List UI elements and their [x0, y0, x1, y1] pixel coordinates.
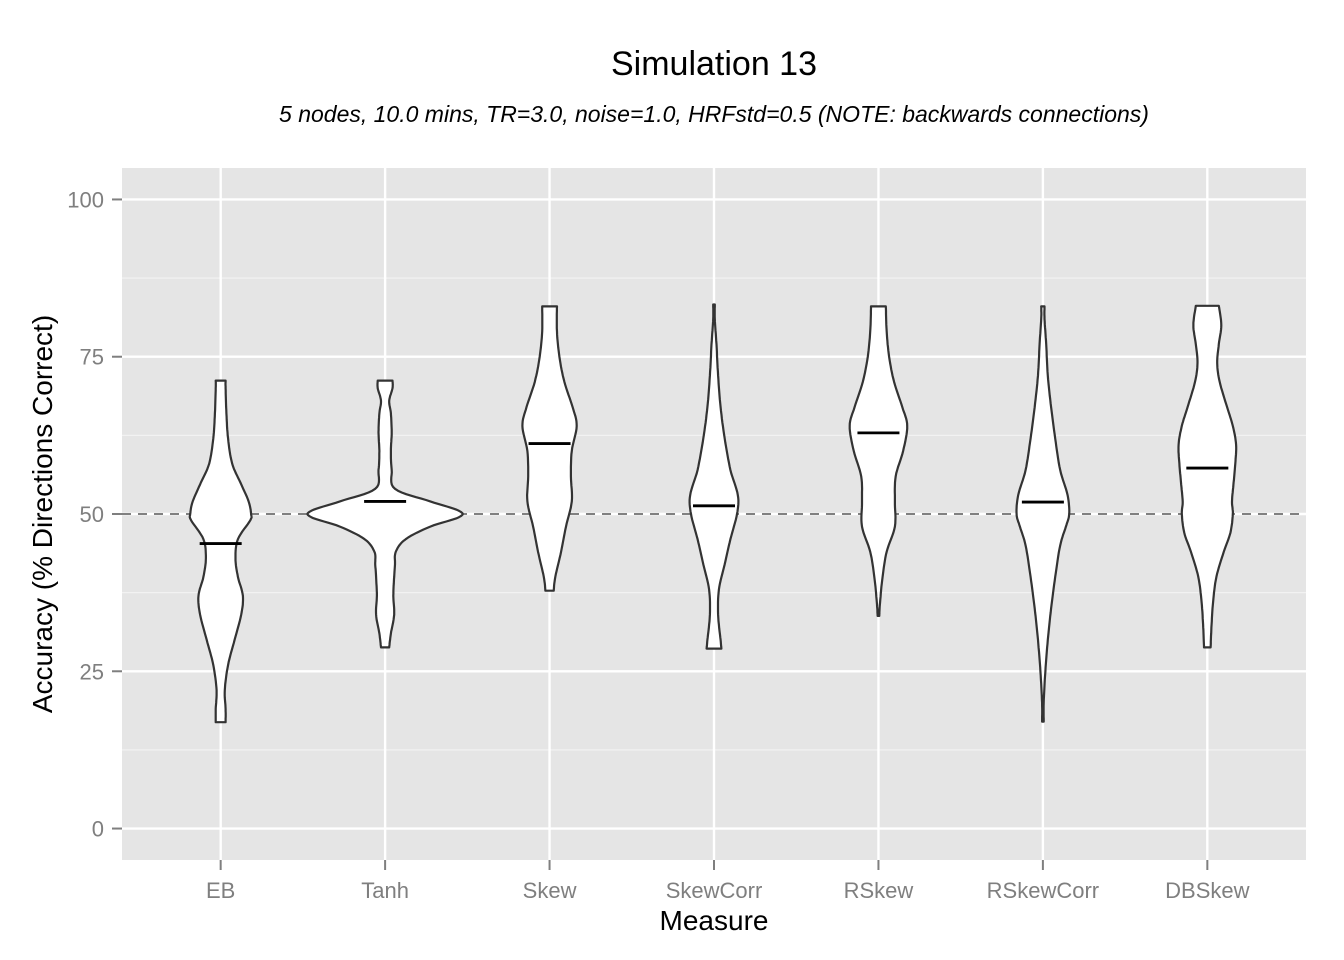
- x-tick-label: Skew: [523, 878, 577, 903]
- chart-subtitle: 5 nodes, 10.0 mins, TR=3.0, noise=1.0, H…: [279, 101, 1149, 127]
- violin-skew: [521, 305, 578, 592]
- y-tick-label: 25: [80, 659, 104, 684]
- x-tick-label: DBSkew: [1165, 878, 1249, 903]
- x-tick-label: RSkewCorr: [987, 878, 1099, 903]
- y-tick-label: 100: [67, 187, 104, 212]
- x-tick-label: SkewCorr: [666, 878, 763, 903]
- chart-title: Simulation 13: [611, 45, 817, 83]
- violin-series: [188, 303, 1238, 724]
- y-axis-title: Accuracy (% Directions Correct): [27, 315, 58, 713]
- x-axis: EB Tanh Skew SkewCorr RSkew RSkewCorr DBSkew: [206, 860, 1250, 903]
- x-tick-label: EB: [206, 878, 235, 903]
- violin-eb: [188, 379, 253, 724]
- y-tick-label: 75: [80, 345, 104, 370]
- x-tick-label: RSkew: [844, 878, 914, 903]
- violin-rskewcorr: [1015, 305, 1071, 723]
- y-axis: 0 25 50 75 100: [67, 187, 122, 842]
- violin-tanh: [306, 379, 464, 649]
- x-tick-label: Tanh: [361, 878, 409, 903]
- violin-skewcorr: [688, 303, 740, 650]
- violin-dbskew: [1177, 304, 1238, 649]
- x-axis-title: Measure: [660, 905, 769, 936]
- y-tick-label: 0: [92, 817, 104, 842]
- y-tick-label: 50: [80, 502, 104, 527]
- violin-rskew: [848, 305, 909, 617]
